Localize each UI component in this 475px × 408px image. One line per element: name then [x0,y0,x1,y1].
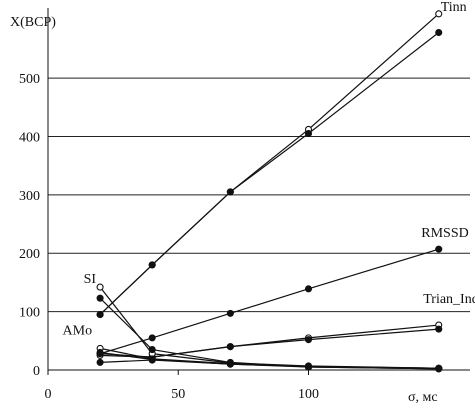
tick-labels: 0 100 200 300 400 500 0 50 100 [19,72,319,402]
series-label: AMo [63,323,93,338]
data-point [304,336,313,344]
data-point [96,283,104,291]
series-line [99,32,440,315]
y-tick-label: 500 [19,72,40,87]
data-point [435,10,443,18]
data-point [226,188,234,196]
data-point [96,294,104,302]
series-label: SI [84,272,97,287]
y-axis-label: X(BCP) [10,15,56,30]
x-tick-label: 50 [171,387,185,402]
data-point [148,356,156,364]
data-point [435,325,443,333]
data-point [226,309,234,317]
series-line [99,13,440,315]
data-point [96,358,104,366]
data-point [435,245,443,253]
data-point [226,343,234,351]
data-point [96,348,104,357]
x-tick-label: 0 [45,387,52,402]
data-point [148,334,156,342]
data-point [435,364,443,372]
y-tick-label: 200 [19,247,40,262]
series-label: Tinn [441,0,467,15]
data-point [148,261,156,269]
series-points [96,10,443,373]
data-point [226,360,234,368]
data-point [435,28,443,37]
y-tick-label: 400 [19,130,40,145]
x-tick-label: 100 [298,387,319,402]
data-point [304,362,313,371]
y-tick-label: 0 [33,364,40,379]
axes [47,8,470,375]
data-point [148,346,156,354]
series-lines [99,13,440,370]
x-axis-label: σ, мс [408,390,438,405]
data-point [96,310,104,319]
data-point [304,285,313,293]
gridlines [48,77,470,313]
y-tick-label: 100 [19,306,40,321]
series-label: RMSSD [421,226,468,241]
data-point [304,129,313,138]
series-labels: Tinn RMSSD Trian_Ind SI AMo [63,0,475,338]
y-tick-label: 300 [19,189,40,204]
series-label: Trian_Ind [423,292,475,307]
